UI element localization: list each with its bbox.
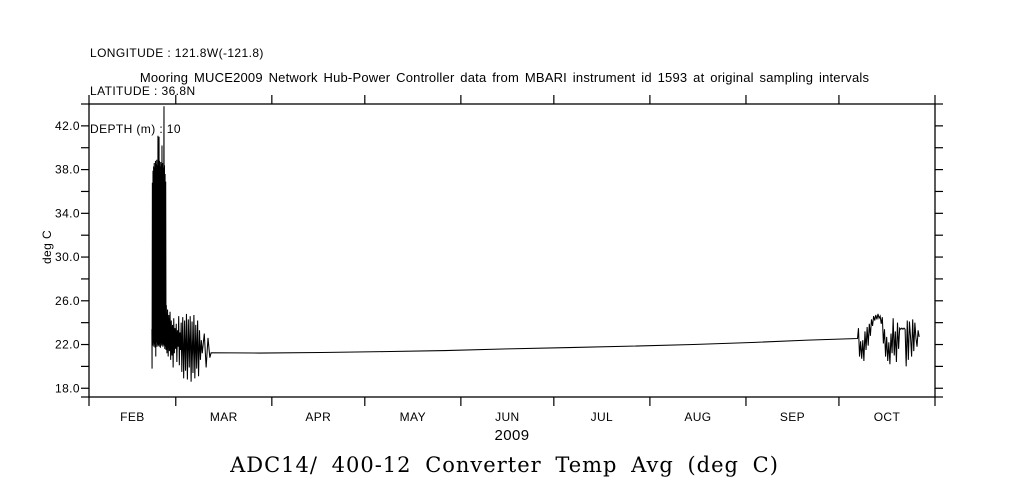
x-axis-month-label: APR [305,410,331,424]
x-axis-month-label: MAR [210,410,238,424]
x-axis-month-label: AUG [684,410,711,424]
x-axis-month-label: OCT [874,410,901,424]
chart-footer-title: ADC14/ 400-12 Converter Temp Avg (deg C) [230,453,779,477]
y-axis-title: deg C [40,230,54,264]
x-axis-month-label: SEP [780,410,805,424]
y-axis-tick-label: 42.0 [55,119,80,133]
header-block: LONGITUDE : 121.8W(-121.8) LATITUDE : 36… [90,22,264,161]
y-axis-tick-label: 26.0 [55,294,80,308]
latitude-label: LATITUDE : 36.8N [90,83,196,98]
plot-frame [88,103,936,398]
chart-title: Mooring MUCE2009 Network Hub-Power Contr… [139,70,870,85]
x-axis-month-label: FEB [120,410,145,424]
y-axis-tick-label: 30.0 [55,250,80,264]
y-axis-tick-label: 18.0 [55,381,80,395]
longitude-label: LONGITUDE : 121.8W(-121.8) [90,46,264,61]
y-axis-tick-label: 34.0 [55,206,80,220]
x-axis-month-label: JUL [591,410,614,424]
x-axis-month-label: JUN [495,410,520,424]
data-series-line [151,106,920,382]
y-axis-tick-label: 22.0 [55,338,80,352]
x-axis-year-label: 2009 [495,427,530,444]
x-axis-month-label: MAY [400,410,426,424]
depth-label: DEPTH (m) : 10 [90,121,181,136]
y-axis-tick-label: 38.0 [55,163,80,177]
